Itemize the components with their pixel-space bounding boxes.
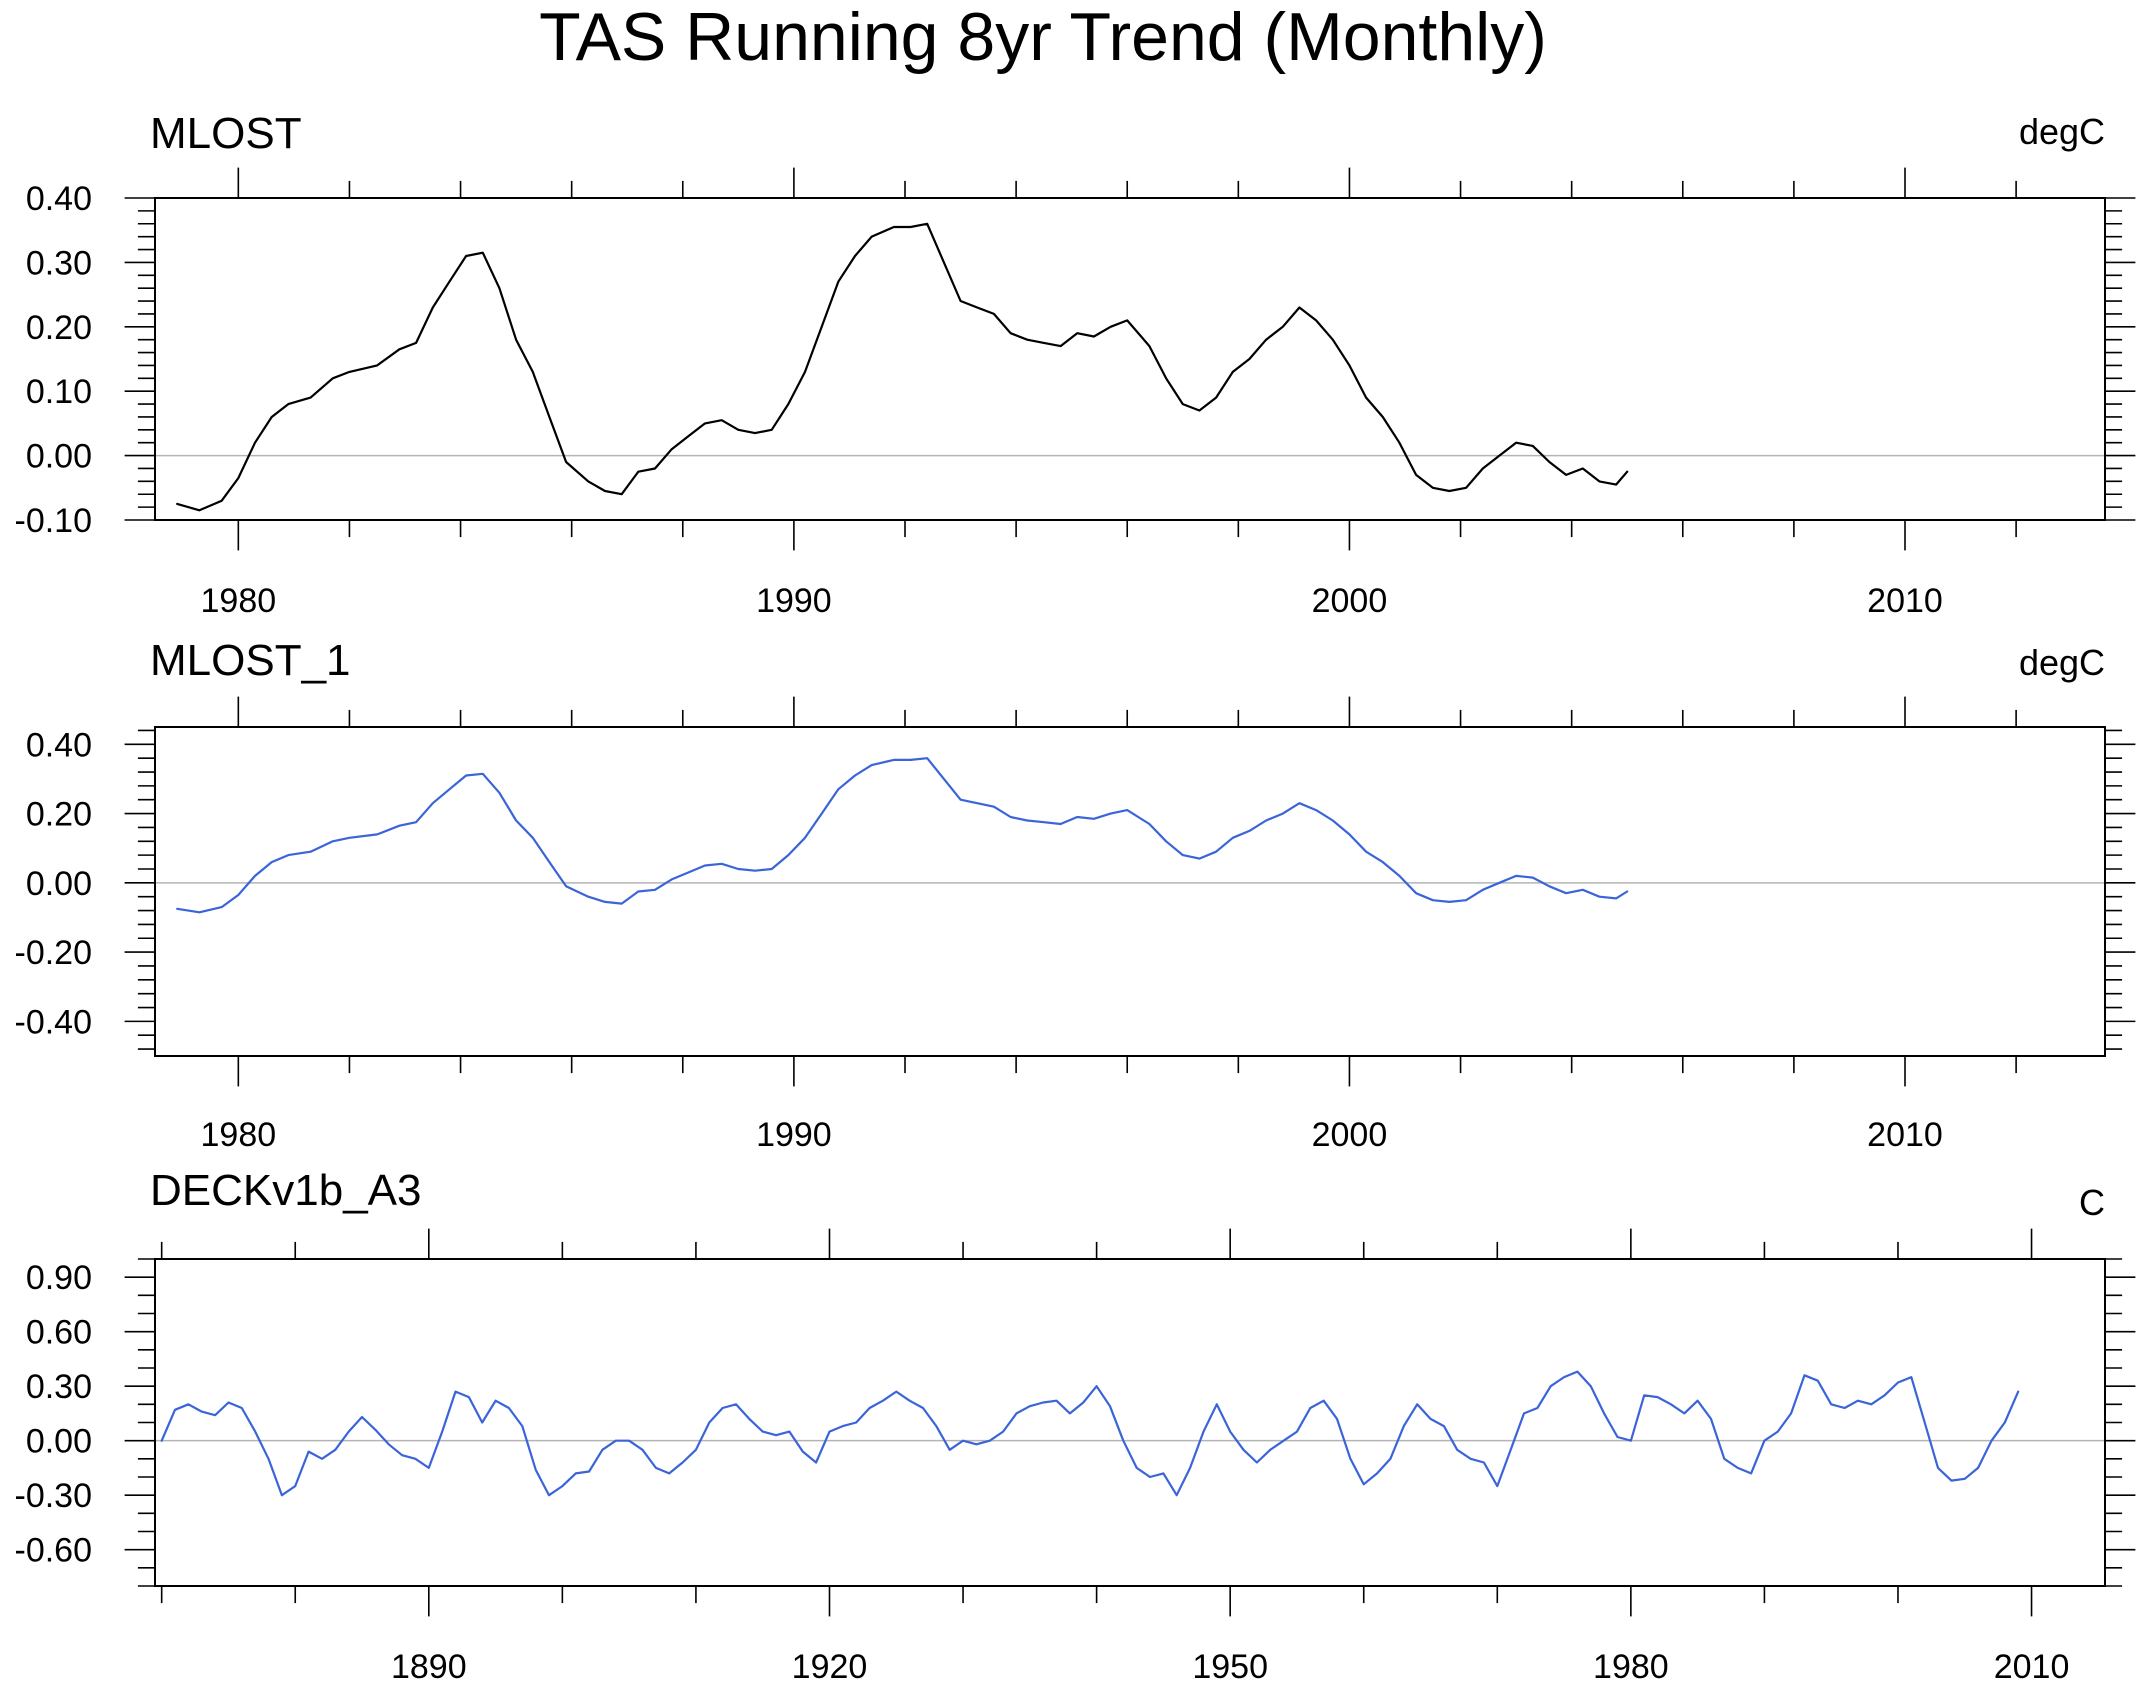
panel-units: degC (2019, 642, 2105, 683)
y-tick-label: 0.00 (26, 1423, 92, 1461)
y-tick-label: 0.20 (26, 796, 92, 834)
tick-labels: 1980 1990 2000 2010 0.40 0.20 0.00 -0.20 -0.40 (15, 726, 1943, 1154)
y-tick-label: 0.40 (26, 180, 92, 218)
panel-title: MLOST (150, 109, 302, 158)
x-tick-label: 2000 (1312, 582, 1388, 620)
x-tick-label: 1990 (756, 582, 832, 620)
series-line (176, 757, 1629, 914)
panel-mlost-1: MLOST_1 degC 1980 1990 2000 2010 0.40 0.20 0.0… (15, 636, 2136, 1154)
tick-labels: 1980 1990 2000 2010 0.40 0.30 0.20 0.10 0.00 -0.1… (15, 180, 1943, 620)
figure-title: TAS Running 8yr Trend (Monthly) (539, 0, 1547, 75)
panel-units: degC (2019, 111, 2105, 152)
y-tick-label: -0.60 (15, 1532, 93, 1570)
panel-title: MLOST_1 (150, 636, 351, 685)
y-tick-label: 0.90 (26, 1259, 92, 1297)
panel-units: C (2079, 1182, 2105, 1223)
x-tick-label: 2010 (1867, 582, 1943, 620)
plot-frame (154, 726, 2106, 1057)
y-tick-label: -0.40 (15, 1003, 93, 1041)
y-tick-label: 0.10 (26, 373, 92, 411)
x-tick-label: 1980 (1593, 1648, 1669, 1686)
x-tick-label: 2000 (1312, 1116, 1388, 1154)
y-tick-label: 0.00 (26, 438, 92, 476)
y-tick-label: 0.20 (26, 309, 92, 347)
x-tick-label: 2010 (1994, 1648, 2070, 1686)
y-tick-label: -0.10 (15, 502, 93, 540)
plot-frame (154, 197, 2106, 521)
axis-ticks (124, 1228, 2136, 1617)
axis-ticks (124, 696, 2136, 1087)
panel-mlost: MLOST degC 1980 1990 2000 2010 0.40 0.30 0.20 0… (15, 109, 2136, 620)
y-tick-label: 0.30 (26, 244, 92, 282)
series-layer (176, 222, 1629, 512)
series-line (176, 222, 1629, 512)
y-tick-label: 0.60 (26, 1314, 92, 1352)
y-tick-label: 0.00 (26, 865, 92, 903)
tick-labels: 1890 1920 1950 1980 2010 0.90 0.60 0.30 0.00 -0.3… (15, 1259, 2070, 1686)
series-layer (176, 757, 1629, 914)
x-tick-label: 1950 (1192, 1648, 1268, 1686)
x-tick-label: 1890 (391, 1648, 467, 1686)
x-tick-label: 2010 (1867, 1116, 1943, 1154)
series-line (160, 1370, 2020, 1497)
y-tick-label: 0.30 (26, 1368, 92, 1406)
y-tick-label: -0.30 (15, 1477, 93, 1515)
plot-frame (154, 1258, 2106, 1587)
x-tick-label: 1920 (792, 1648, 868, 1686)
x-tick-label: 1990 (756, 1116, 832, 1154)
y-tick-label: -0.20 (15, 934, 93, 972)
panel-deckv1b-a3: DECKv1b_A3 C 1890 1920 1950 1980 2010 0.90 0.6… (15, 1166, 2136, 1686)
series-layer (160, 1370, 2020, 1497)
panel-title: DECKv1b_A3 (150, 1166, 421, 1215)
x-tick-label: 1980 (201, 582, 277, 620)
axis-ticks (124, 167, 2136, 551)
y-tick-label: 0.40 (26, 726, 92, 764)
x-tick-label: 1980 (201, 1116, 277, 1154)
